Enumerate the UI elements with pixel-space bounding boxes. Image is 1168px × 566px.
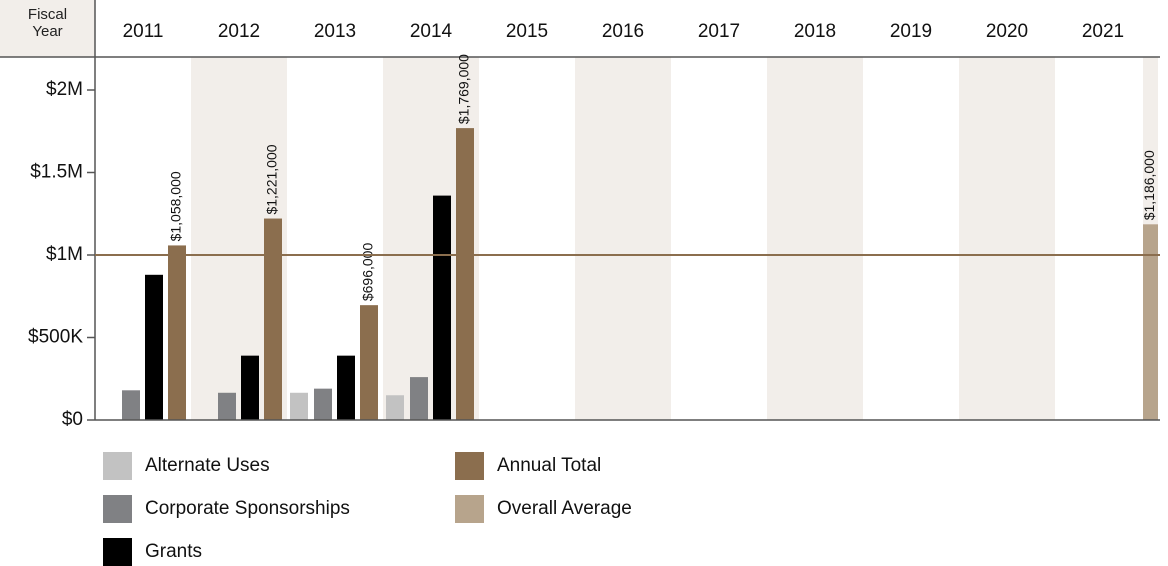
bar [410, 377, 428, 420]
y-tick-label: $500K [28, 327, 83, 348]
x-tick-label: 2020 [986, 21, 1028, 42]
bar [360, 305, 378, 420]
header-cell [0, 0, 95, 57]
data-label: $696,000 [360, 243, 376, 302]
x-tick-label: 2019 [890, 21, 932, 42]
legend-swatch [103, 452, 132, 480]
data-label: $1,186,000 [1141, 150, 1157, 220]
y-tick-label: $1M [46, 244, 83, 265]
x-tick-label: 2016 [602, 21, 644, 42]
legend-label: Corporate Sponsorships [145, 498, 350, 519]
y-tick-label: $0 [62, 409, 83, 430]
data-label: $1,221,000 [264, 144, 280, 214]
average-bar [1143, 224, 1158, 420]
x-tick-label: 2013 [314, 21, 356, 42]
legend-swatch [103, 495, 132, 523]
x-tick-label: 2011 [123, 21, 164, 42]
x-axis-title: Fiscal Year [0, 6, 95, 40]
legend-swatch [455, 495, 484, 523]
x-tick-label: 2021 [1082, 21, 1124, 42]
bar [290, 392, 308, 420]
data-label: $1,769,000 [456, 54, 472, 124]
y-tick-label: $2M [46, 79, 83, 100]
x-tick-label: 2012 [218, 21, 260, 42]
legend-swatch [103, 538, 132, 566]
legend-label: Alternate Uses [145, 455, 270, 476]
data-label: $1,058,000 [168, 171, 184, 241]
x-tick-label: 2017 [698, 21, 740, 42]
legend-label: Overall Average [497, 498, 632, 519]
y-tick-label: $1.5M [30, 162, 83, 183]
column-shade [959, 57, 1055, 420]
legend-label: Annual Total [497, 455, 601, 476]
bar [456, 128, 474, 421]
bar [218, 392, 236, 420]
bar [264, 218, 282, 420]
x-tick-label: 2014 [410, 21, 453, 42]
bar [145, 274, 163, 420]
bar [337, 355, 355, 420]
legend-swatch [455, 452, 484, 480]
column-shade [767, 57, 863, 420]
column-shade [575, 57, 671, 420]
x-tick-label: 2018 [794, 21, 836, 42]
bar [386, 395, 404, 420]
legend-label: Grants [145, 541, 202, 562]
bar [168, 245, 186, 420]
bar [241, 355, 259, 420]
x-tick-label: 2015 [506, 21, 548, 42]
x-axis-title-text: Fiscal Year [27, 6, 68, 40]
bar [314, 388, 332, 420]
bar [433, 195, 451, 420]
bar [122, 390, 140, 420]
